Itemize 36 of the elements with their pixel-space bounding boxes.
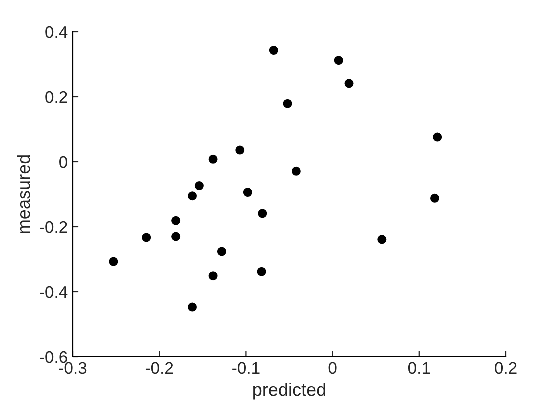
point [194, 182, 204, 191]
x-tick-label: -0.2 [146, 362, 174, 374]
y-axis-title: measured [17, 156, 30, 234]
point [208, 154, 218, 164]
y-tick-label: -0.2 [40, 221, 68, 234]
y-tick-label: -0.6 [40, 351, 68, 364]
point [142, 233, 152, 242]
x-tick-label: 0.1 [408, 362, 430, 374]
x-axis-title: predicted [254, 382, 326, 400]
x-tick-label: 0.2 [495, 362, 517, 374]
point [208, 272, 218, 281]
point [269, 46, 278, 56]
y-tick-label: 0.4 [46, 26, 68, 38]
point [378, 235, 387, 244]
point [236, 146, 245, 155]
y-tick-label: -0.4 [40, 286, 68, 298]
point [188, 192, 198, 201]
y-tick-label: 0.2 [46, 91, 68, 104]
point [258, 209, 268, 218]
point [344, 79, 354, 88]
x-tick-label: -0.1 [232, 362, 260, 374]
point [217, 247, 226, 256]
point [433, 132, 442, 142]
x-tick-label: -0.3 [59, 362, 87, 374]
point [172, 232, 181, 242]
point [292, 166, 301, 176]
point [283, 99, 292, 108]
point [430, 194, 440, 203]
point [109, 257, 118, 266]
x-tick-label: 0 [328, 362, 337, 374]
point [257, 267, 266, 276]
point [334, 56, 344, 66]
y-tick-label: 0 [60, 156, 68, 168]
point [188, 302, 198, 312]
point [172, 216, 181, 226]
point [243, 188, 252, 198]
